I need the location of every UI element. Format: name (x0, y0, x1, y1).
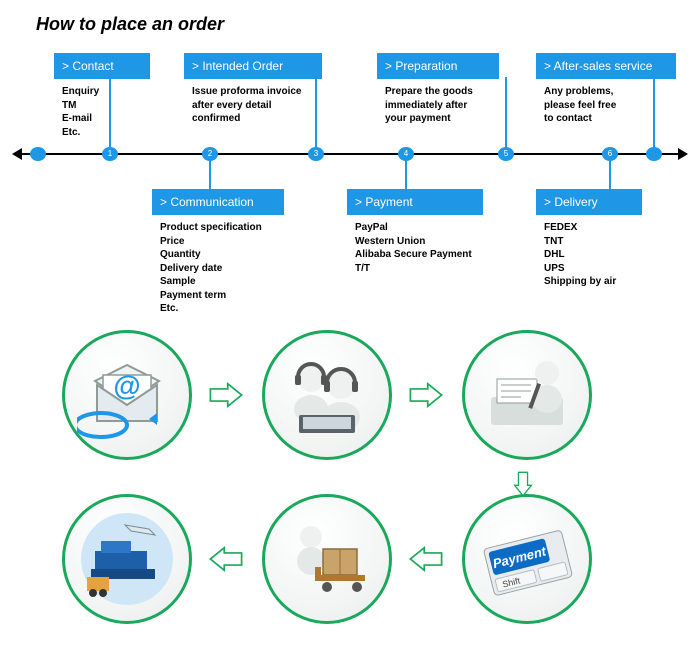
step-header: > Delivery (536, 189, 642, 215)
signing-icon (462, 330, 592, 460)
timeline-dot (30, 147, 46, 161)
step-header: > Communication (152, 189, 284, 215)
step-box: > ContactEnquiryTME-mailEtc. (54, 53, 150, 139)
flow-arrow (208, 546, 244, 572)
flow-arrow (208, 382, 244, 408)
step-body: Product specificationPriceQuantityDelive… (152, 215, 284, 316)
contact-icon (262, 330, 392, 460)
flow-arrow (408, 382, 444, 408)
step-header: > Intended Order (184, 53, 322, 79)
step-box: > DeliveryFEDEXTNTDHLUPSShipping by air (536, 189, 642, 289)
step-body: Prepare the goodsimmediately afteryour p… (377, 79, 499, 126)
timeline-dot (646, 147, 662, 161)
step-body: Issue proforma invoiceafter every detail… (184, 79, 322, 126)
step-box: > PaymentPayPalWestern UnionAlibaba Secu… (347, 189, 483, 275)
shipping-icon (62, 494, 192, 624)
step-header: > Preparation (377, 53, 499, 79)
timeline-dot: 5 (498, 147, 514, 161)
timeline-dot: 3 (308, 147, 324, 161)
icon-flow: @ (0, 322, 700, 642)
step-box: > CommunicationProduct specificationPric… (152, 189, 284, 316)
step-connector (505, 77, 507, 149)
svg-text:@: @ (113, 370, 140, 401)
email-icon: @ (62, 330, 192, 460)
step-body: EnquiryTME-mailEtc. (54, 79, 150, 139)
step-box: > Intended OrderIssue proforma invoiceaf… (184, 53, 322, 126)
step-box: > After-sales serviceAny problems,please… (536, 53, 676, 126)
flow-arrow (408, 546, 444, 572)
step-connector (609, 159, 611, 191)
payment-icon: Payment Shift (462, 494, 592, 624)
timeline-axis (20, 153, 680, 155)
page-title: How to place an order (0, 0, 700, 35)
step-connector (405, 159, 407, 191)
step-connector (209, 159, 211, 191)
step-box: > PreparationPrepare the goodsimmediatel… (377, 53, 499, 126)
flow-arrow (510, 466, 536, 502)
step-body: FEDEXTNTDHLUPSShipping by air (536, 215, 642, 289)
timeline: 123456 > ContactEnquiryTME-mailEtc.> Com… (0, 43, 700, 333)
step-header: > After-sales service (536, 53, 676, 79)
step-header: > Payment (347, 189, 483, 215)
step-body: Any problems,please feel freeto contact (536, 79, 676, 126)
step-header: > Contact (54, 53, 150, 79)
timeline-dot: 1 (102, 147, 118, 161)
step-body: PayPalWestern UnionAlibaba Secure Paymen… (347, 215, 483, 275)
delivery-icon (262, 494, 392, 624)
